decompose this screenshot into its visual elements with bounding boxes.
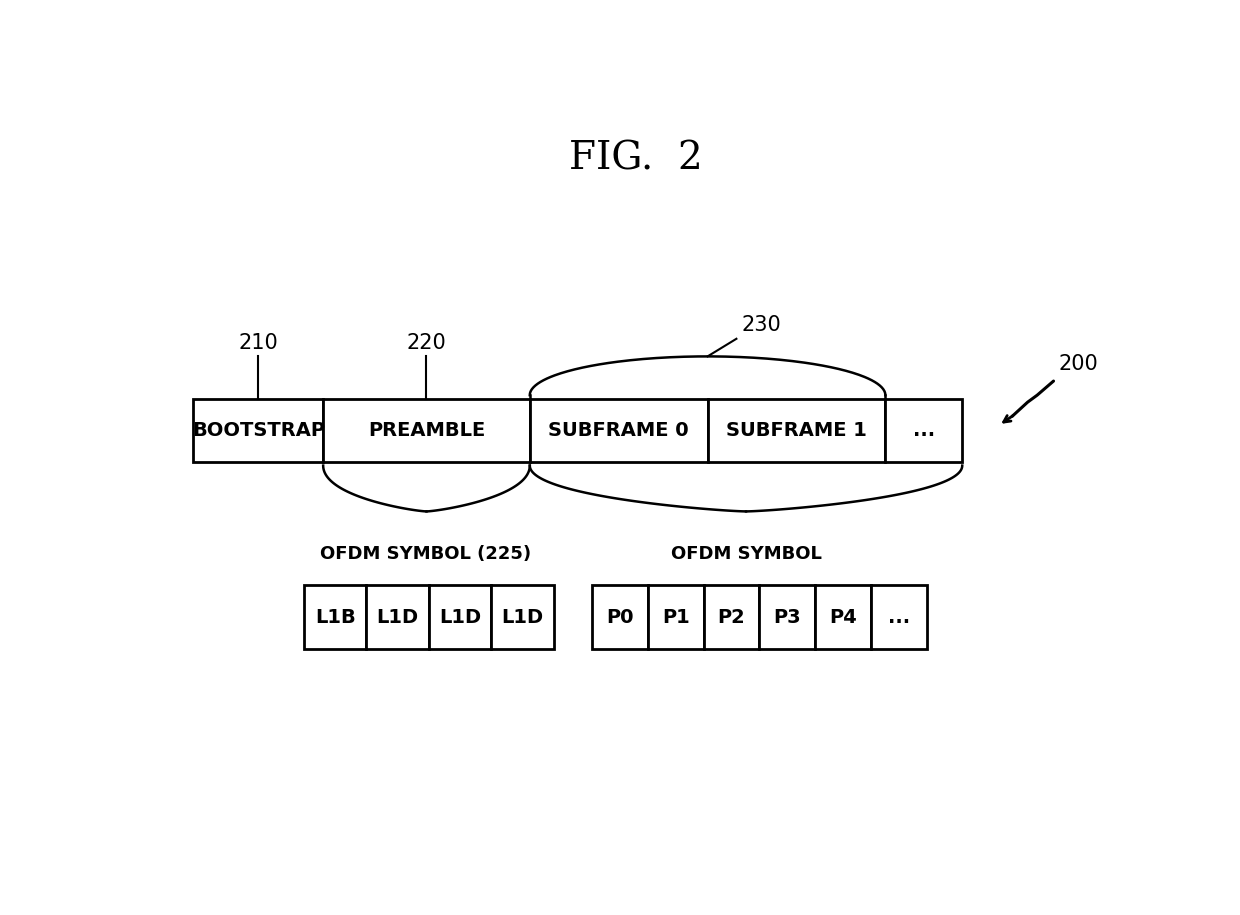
Bar [708, 399, 885, 462]
Bar [815, 586, 870, 649]
Bar [593, 586, 649, 649]
Text: 230: 230 [742, 316, 781, 335]
Bar [759, 586, 815, 649]
Text: 220: 220 [407, 333, 446, 353]
Text: L1D: L1D [377, 608, 419, 627]
Text: P2: P2 [718, 608, 745, 627]
Bar [193, 399, 324, 462]
Text: PREAMBLE: PREAMBLE [368, 421, 485, 440]
Text: ...: ... [913, 421, 935, 440]
Text: SUBFRAME 0: SUBFRAME 0 [548, 421, 689, 440]
Text: OFDM SYMBOL (225): OFDM SYMBOL (225) [320, 544, 532, 563]
Text: P3: P3 [774, 608, 801, 627]
Text: 200: 200 [1058, 354, 1099, 374]
Bar [491, 586, 554, 649]
Bar [885, 399, 962, 462]
Text: P1: P1 [662, 608, 689, 627]
Text: P4: P4 [830, 608, 857, 627]
Text: FIG.  2: FIG. 2 [569, 141, 702, 178]
Bar [870, 586, 926, 649]
Bar [324, 399, 529, 462]
Bar [429, 586, 491, 649]
Bar [367, 586, 429, 649]
Text: BOOTSTRAP: BOOTSTRAP [192, 421, 325, 440]
Bar [704, 586, 759, 649]
Text: L1D: L1D [439, 608, 481, 627]
Bar [649, 586, 704, 649]
Text: P0: P0 [606, 608, 634, 627]
Bar [529, 399, 708, 462]
Text: ...: ... [888, 608, 910, 627]
Text: SUBFRAME 1: SUBFRAME 1 [727, 421, 867, 440]
Text: L1B: L1B [315, 608, 356, 627]
Text: OFDM SYMBOL: OFDM SYMBOL [671, 544, 821, 563]
Text: L1D: L1D [501, 608, 543, 627]
Text: 210: 210 [238, 333, 278, 353]
Bar [304, 586, 367, 649]
